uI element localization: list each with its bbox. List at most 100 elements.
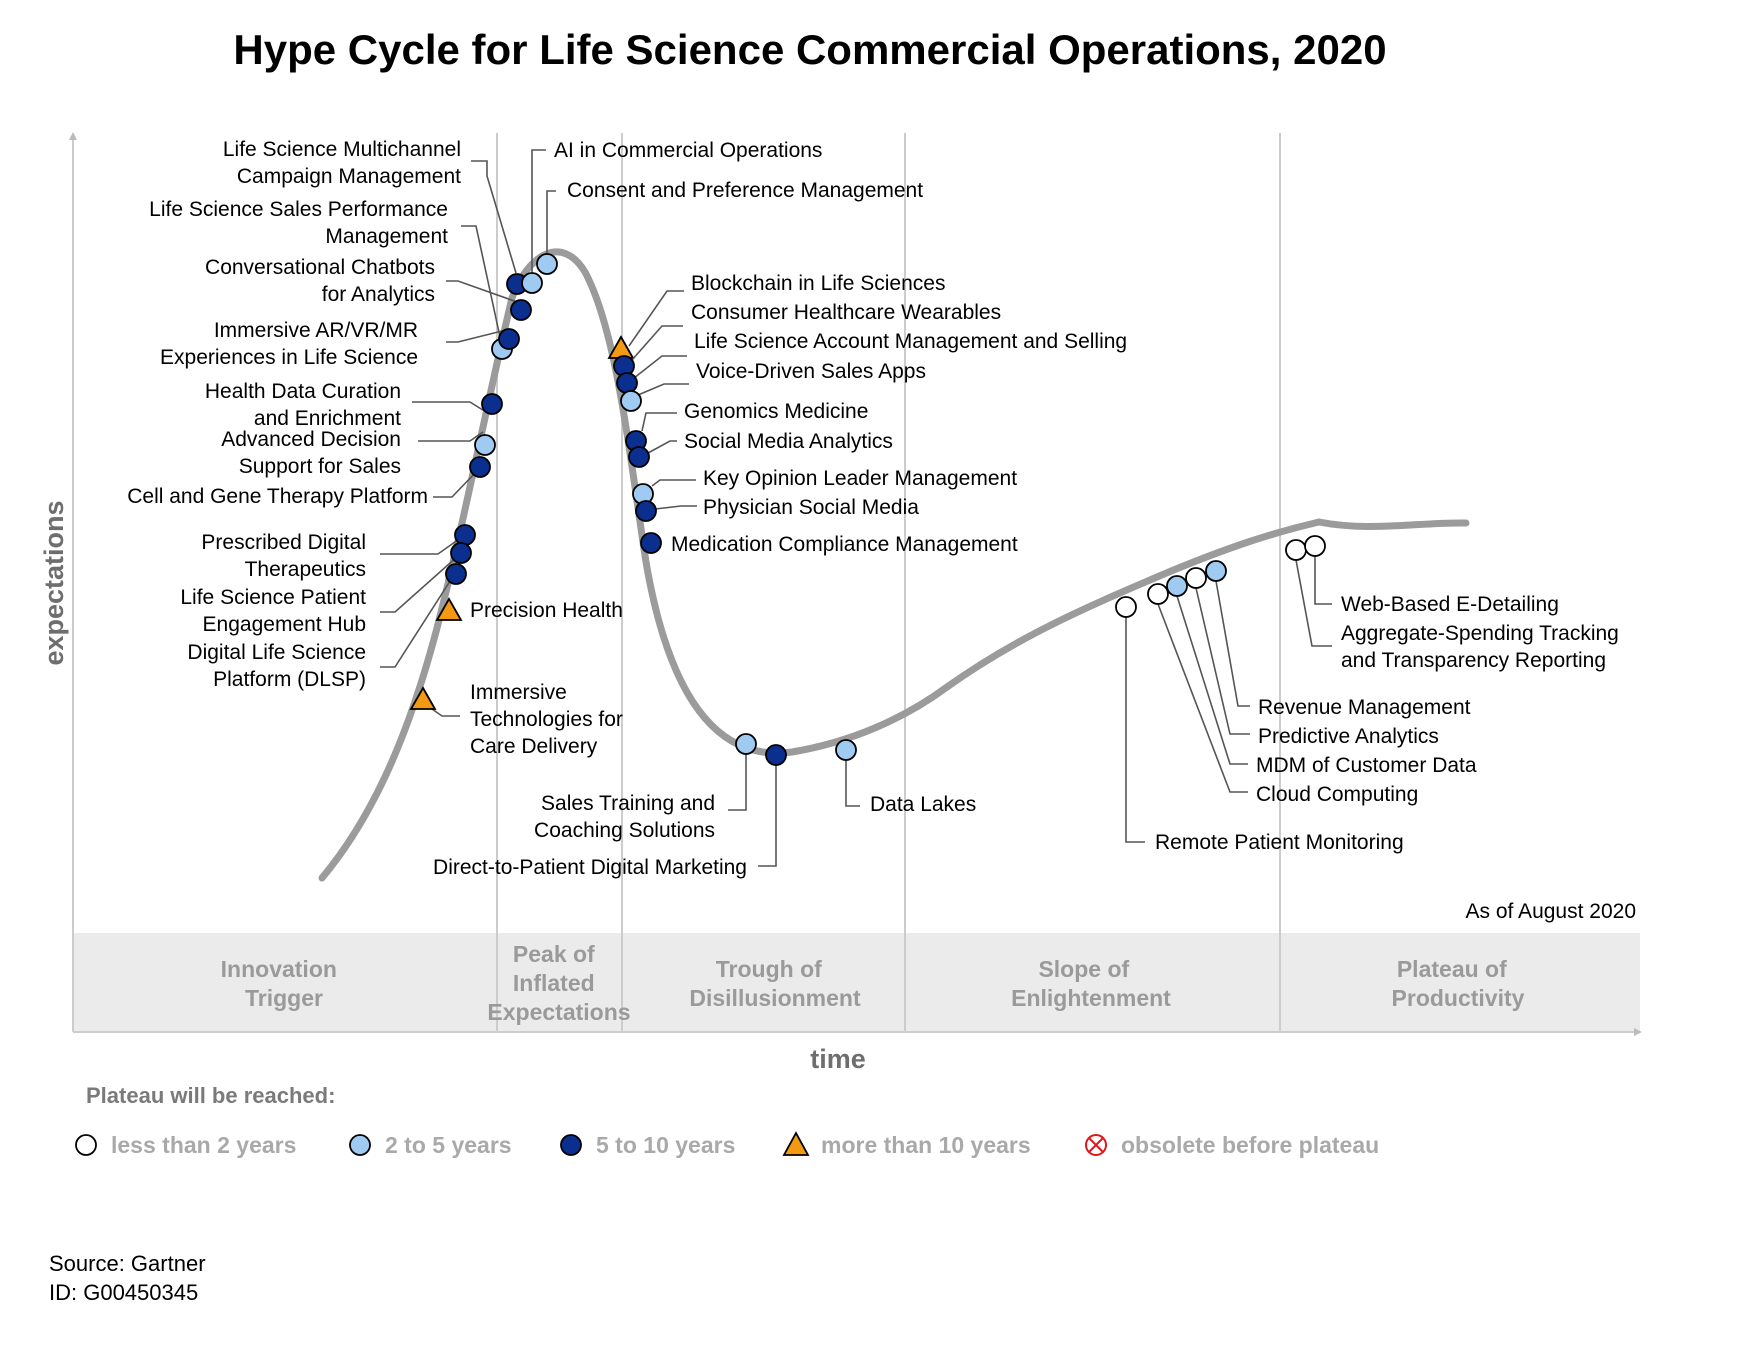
marker-physician-social-media[interactable] (635, 500, 657, 522)
label-immersive-ar-vr-mr-experiences-in-life-science: Immersive AR/VR/MR Experiences in Life Sc… (160, 319, 418, 369)
marker-social-media-analytics[interactable] (628, 446, 650, 468)
source-text: Source: Gartner (49, 1251, 206, 1276)
leader-line-web-based-e-detailing (1314, 556, 1332, 605)
leader-line-consent-and-preference-management (546, 190, 556, 254)
legend-marker-2to5 (349, 1134, 371, 1156)
phase-label-plateau: Plateau of Productivity (1392, 956, 1525, 1011)
label-data-lakes: Data Lakes (870, 793, 976, 816)
marker-mdm-of-customer-data[interactable] (1166, 575, 1188, 597)
marker-advanced-decision-support-for-sales[interactable] (474, 434, 496, 456)
label-direct-to-patient-digital-marketing: Direct-to-Patient Digital Marketing (433, 856, 747, 879)
leader-line-cell-and-gene-therapy-platform (433, 469, 479, 498)
leader-line-advanced-decision-support-for-sales (418, 431, 484, 442)
marker-web-based-e-detailing[interactable] (1304, 535, 1326, 557)
label-immersive-technologies-for-care-delivery: Immersive Technologies for Care Delivery (470, 681, 623, 758)
leader-line-life-science-account-management-and-selling (633, 355, 687, 379)
leader-line-consumer-healthcare-wearables (631, 325, 683, 361)
leader-line-prescribed-digital-therapeutics (380, 536, 463, 555)
technology-layer: Life Science Multichannel Campaign Manage… (127, 138, 1619, 879)
marker-prescribed-digital-therapeutics[interactable] (454, 524, 476, 546)
leader-line-conversational-chatbots-for-analytics (446, 280, 518, 303)
leader-line-genomics-medicine (641, 412, 677, 432)
marker-data-lakes[interactable] (835, 739, 857, 761)
legend-title: Plateau will be reached: (86, 1083, 335, 1108)
label-advanced-decision-support-for-sales: Advanced Decision Support for Sales (221, 428, 401, 478)
marker-sales-training-and-coaching-solutions[interactable] (735, 733, 757, 755)
label-revenue-management: Revenue Management (1258, 696, 1471, 719)
label-ai-in-commercial-operations: AI in Commercial Operations (554, 139, 822, 162)
label-voice-driven-sales-apps: Voice-Driven Sales Apps (696, 360, 926, 383)
leader-line-cloud-computing (1157, 603, 1248, 793)
marker-predictive-analytics[interactable] (1185, 567, 1207, 589)
document-id: ID: G00450345 (49, 1280, 198, 1305)
label-blockchain-in-life-sciences: Blockchain in Life Sciences (691, 272, 945, 295)
leader-line-immersive-technologies-for-care-delivery (431, 708, 460, 717)
label-life-science-patient-engagement-hub: Life Science Patient Engagement Hub (180, 586, 366, 636)
label-precision-health: Precision Health (470, 599, 623, 622)
label-digital-life-science-platform-dlsp: Digital Life Science Platform (DLSP) (187, 641, 366, 691)
leader-line-social-media-analytics (647, 440, 677, 454)
leader-line-health-data-curation-and-enrichment (412, 401, 487, 413)
legend-label-obsolete: obsolete before plateau (1121, 1132, 1379, 1158)
leader-line-blockchain-in-life-sciences (628, 290, 684, 347)
leader-line-voice-driven-sales-apps (637, 383, 689, 396)
leader-line-life-science-patient-engagement-hub (380, 555, 459, 613)
hype-curve (318, 248, 1470, 882)
leader-line-remote-patient-monitoring (1125, 617, 1145, 843)
leader-line-life-science-multichannel-campaign-management (471, 160, 517, 274)
marker-direct-to-patient-digital-marketing[interactable] (765, 744, 787, 766)
label-cell-and-gene-therapy-platform: Cell and Gene Therapy Platform (127, 485, 428, 508)
marker-medication-compliance-management[interactable] (640, 532, 662, 554)
label-cloud-computing: Cloud Computing (1256, 783, 1418, 806)
leader-line-aggregate-spending-tracking-and-transparency-reporting (1295, 559, 1332, 647)
label-life-science-multichannel-campaign-management: Life Science Multichannel Campaign Manage… (223, 138, 461, 188)
label-prescribed-digital-therapeutics: Prescribed Digital Therapeutics (201, 531, 366, 581)
legend-label-lt2: less than 2 years (111, 1132, 296, 1158)
leader-line-digital-life-science-platform-dlsp (380, 577, 453, 668)
leader-line-life-science-sales-performance-management (461, 225, 501, 338)
leader-line-immersive-ar-vr-mr-experiences-in-life-science (446, 329, 507, 343)
marker-digital-life-science-platform-dlsp[interactable] (445, 563, 467, 585)
marker-conversational-chatbots-for-analytics[interactable] (510, 299, 532, 321)
legend-label-gt10: more than 10 years (821, 1132, 1031, 1158)
marker-cloud-computing[interactable] (1147, 583, 1169, 605)
marker-revenue-management[interactable] (1205, 560, 1227, 582)
legend-label-5to10: 5 to 10 years (596, 1132, 735, 1158)
label-aggregate-spending-tracking-and-transparency-reporting: Aggregate-Spending Tracking and Transpare… (1341, 622, 1619, 672)
leader-line-mdm-of-customer-data (1176, 595, 1248, 765)
marker-immersive-technologies-for-care-delivery[interactable] (409, 686, 437, 710)
legend-marker-lt2 (75, 1134, 97, 1156)
phase-label-trough: Trough of Disillusionment (689, 956, 861, 1011)
label-health-data-curation-and-enrichment: Health Data Curation and Enrichment (205, 380, 401, 430)
label-genomics-medicine: Genomics Medicine (684, 400, 868, 423)
label-sales-training-and-coaching-solutions: Sales Training and Coaching Solutions (534, 792, 715, 842)
marker-voice-driven-sales-apps[interactable] (620, 390, 642, 412)
x-axis-label: time (810, 1044, 866, 1074)
marker-health-data-curation-and-enrichment[interactable] (481, 393, 503, 415)
leader-line-physician-social-media (654, 505, 697, 510)
marker-immersive-ar-vr-mr-experiences-in-life-science[interactable] (498, 328, 520, 350)
marker-ai-in-commercial-operations[interactable] (521, 272, 543, 294)
label-life-science-account-management-and-selling: Life Science Account Management and Sell… (694, 330, 1127, 353)
leader-line-revenue-management (1215, 580, 1250, 707)
label-key-opinion-leader-management: Key Opinion Leader Management (703, 467, 1017, 490)
y-axis-arrow (69, 132, 77, 140)
marker-life-science-patient-engagement-hub[interactable] (450, 542, 472, 564)
marker-precision-health[interactable] (435, 597, 463, 621)
marker-aggregate-spending-tracking-and-transparency-reporting[interactable] (1285, 539, 1307, 561)
y-axis-label: expectations (39, 500, 69, 665)
marker-life-science-account-management-and-selling[interactable] (616, 372, 638, 394)
leader-line-direct-to-patient-digital-marketing (758, 765, 777, 867)
marker-cell-and-gene-therapy-platform[interactable] (469, 456, 491, 478)
phase-label-peak: Peak of Inflated Expectations (487, 941, 630, 1025)
chart-title: Hype Cycle for Life Science Commercial O… (233, 26, 1386, 73)
marker-remote-patient-monitoring[interactable] (1115, 596, 1137, 618)
leader-line-predictive-analytics (1195, 587, 1250, 735)
leader-line-ai-in-commercial-operations (531, 149, 546, 273)
legend-marker-gt10 (782, 1131, 810, 1156)
marker-consent-and-preference-management[interactable] (536, 253, 558, 275)
label-predictive-analytics: Predictive Analytics (1258, 725, 1439, 748)
leader-line-sales-training-and-coaching-solutions (728, 754, 747, 811)
phase-band (72, 933, 1640, 1031)
